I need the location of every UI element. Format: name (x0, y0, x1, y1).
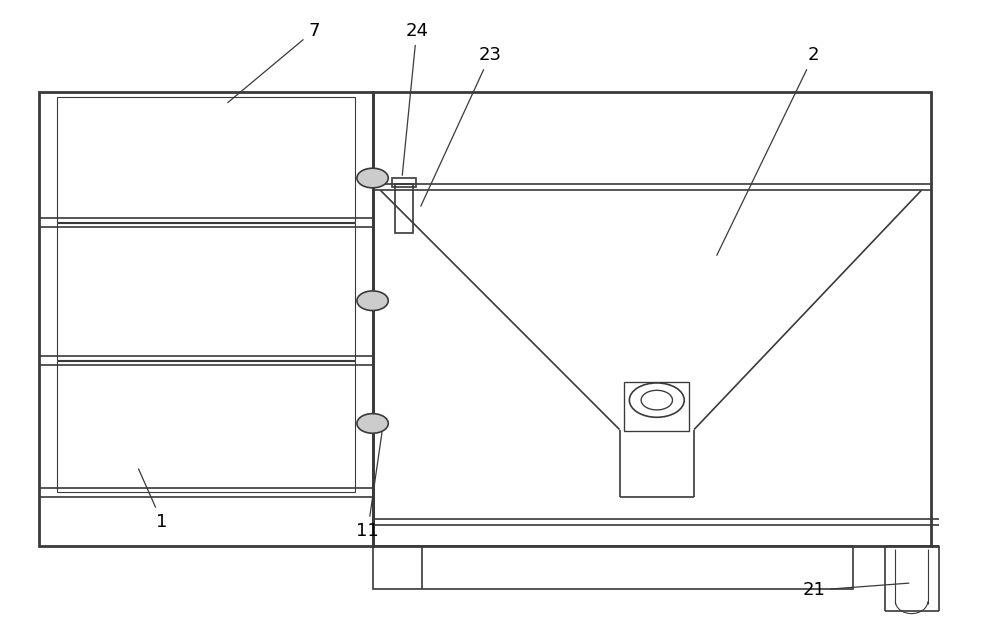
Bar (39, 92, 373, 546)
Text: 1: 1 (139, 469, 168, 531)
Bar (373, 546, 853, 589)
Bar (57, 97, 355, 222)
Bar (57, 361, 355, 492)
Circle shape (641, 390, 672, 410)
Circle shape (357, 414, 388, 433)
Text: 2: 2 (717, 46, 819, 255)
Text: 7: 7 (228, 22, 320, 103)
Bar (392, 178, 416, 187)
Bar (57, 223, 355, 360)
Bar (624, 382, 689, 431)
Bar (395, 184, 413, 233)
Circle shape (357, 291, 388, 310)
Text: 11: 11 (356, 433, 382, 540)
Circle shape (629, 383, 684, 418)
Circle shape (357, 168, 388, 188)
Text: 21: 21 (802, 582, 909, 599)
Text: 23: 23 (421, 46, 502, 206)
Bar (373, 92, 931, 546)
Text: 24: 24 (402, 22, 428, 175)
